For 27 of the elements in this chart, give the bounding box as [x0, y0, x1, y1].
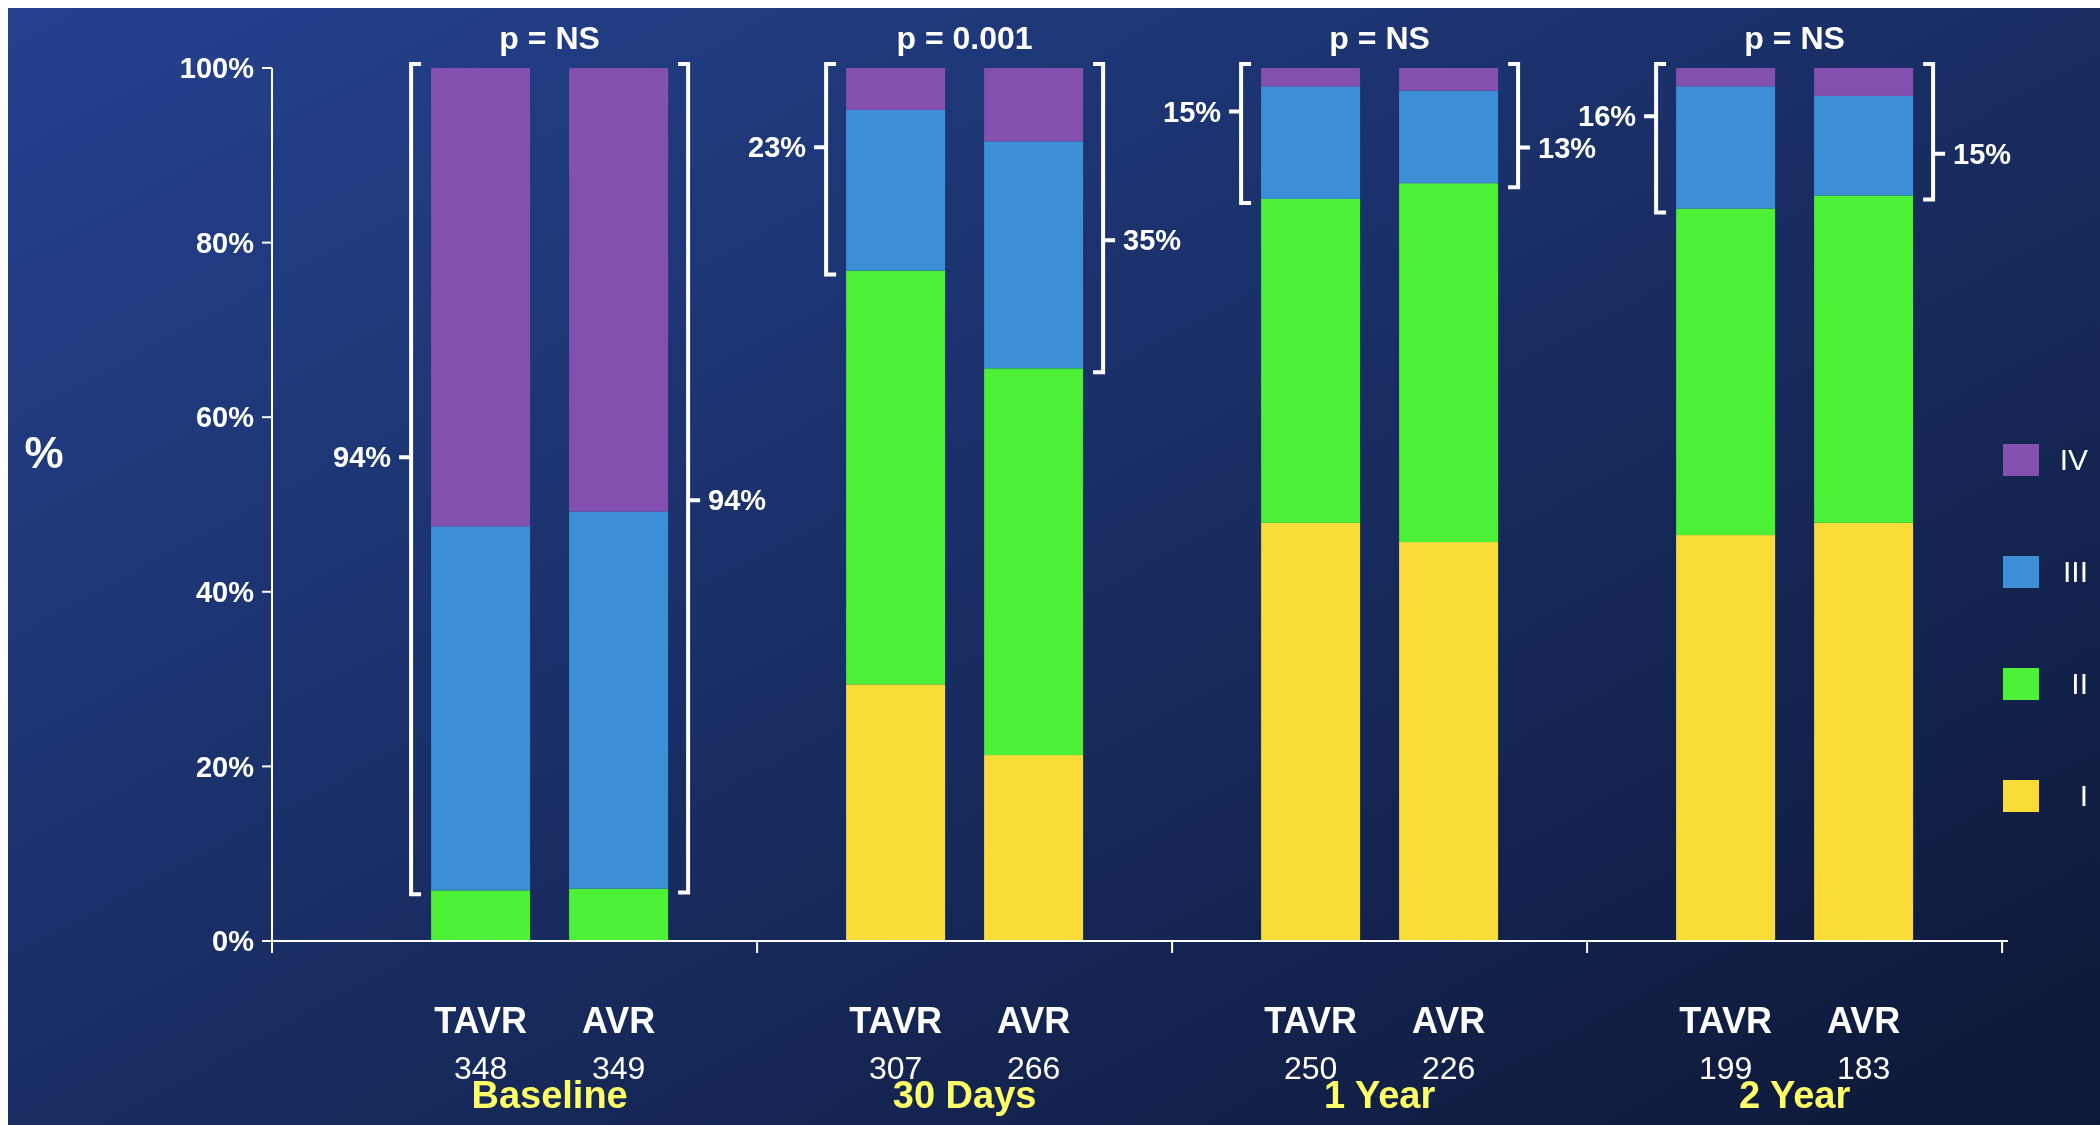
annotation: 13%: [1538, 131, 1597, 164]
annotation: 23%: [748, 131, 807, 164]
y-axis-title: %: [24, 428, 64, 477]
annotation: 94%: [708, 484, 767, 517]
legend-label: IV: [2059, 442, 2088, 476]
annotation: 15%: [1953, 137, 2012, 170]
x-tick-label: AVR 349: [581, 1000, 656, 1086]
legend-label: I: [2079, 778, 2088, 812]
text: p = 0.001: [896, 20, 1033, 56]
x-tick-label: AVR 183: [1826, 1000, 1901, 1086]
annotation: 94%: [333, 441, 392, 474]
y-tick-label: 40%: [195, 575, 255, 608]
text: p = NS: [1329, 20, 1430, 56]
legend-label: II: [2071, 666, 2088, 700]
text: p = NS: [499, 20, 600, 56]
y-tick-label: 100%: [179, 52, 255, 85]
y-tick-label: 20%: [195, 750, 255, 783]
annotation: 35%: [1123, 224, 1182, 257]
legend-label: III: [2062, 554, 2088, 588]
annotation: 16%: [1578, 100, 1637, 133]
y-tick-label: 80%: [195, 226, 255, 259]
annotation: 15%: [1163, 95, 1222, 128]
x-tick-label: AVR 266: [996, 1000, 1071, 1086]
y-tick-label: 60%: [195, 401, 255, 434]
x-tick-label: AVR 226: [1411, 1000, 1486, 1086]
text: p = NS: [1744, 20, 1845, 56]
y-tick-label: 0%: [212, 925, 255, 958]
